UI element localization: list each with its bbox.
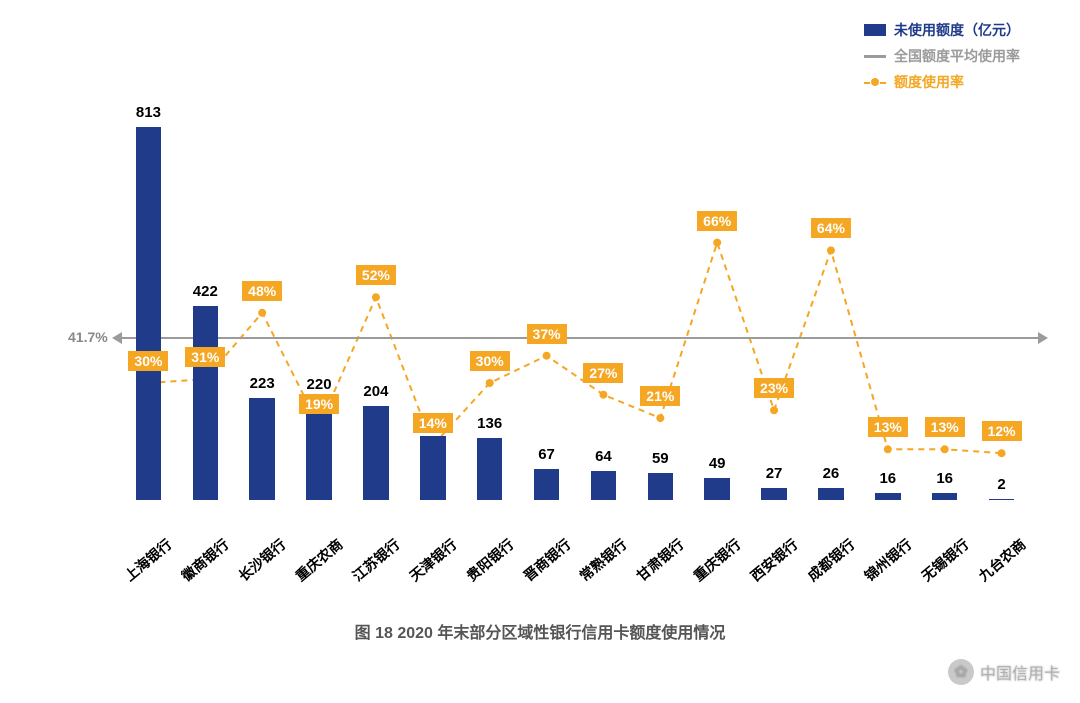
legend: 未使用额度（亿元） 全国额度平均使用率额度使用率	[864, 20, 1020, 98]
bar-value-label: 16	[936, 470, 953, 487]
usage-rate-marker	[884, 445, 892, 453]
bar	[989, 499, 1015, 500]
x-tick-label: 贵阳银行	[462, 534, 518, 585]
bar	[591, 471, 617, 500]
usage-rate-marker	[656, 414, 664, 422]
chart-container: 未使用额度（亿元） 全国额度平均使用率额度使用率 41.7%813上海银行422徽…	[60, 20, 1040, 580]
usage-rate-badge: 37%	[527, 324, 567, 344]
usage-rate-marker	[827, 246, 835, 254]
x-tick-label: 西安银行	[746, 534, 802, 585]
usage-rate-badge: 52%	[356, 265, 396, 285]
bar-value-label: 813	[136, 104, 161, 121]
legend-swatch	[864, 76, 886, 88]
avg-usage-label: 41.7%	[68, 329, 108, 345]
usage-rate-marker	[770, 406, 778, 414]
bar-value-label: 16	[879, 470, 896, 487]
bar-value-label: 26	[823, 465, 840, 482]
usage-rate-badge: 30%	[128, 351, 168, 371]
x-tick-label: 无锡银行	[917, 534, 973, 585]
usage-rate-marker	[543, 352, 551, 360]
legend-swatch	[864, 55, 886, 58]
x-tick-label: 江苏银行	[348, 534, 404, 585]
arrow-right-icon	[1038, 332, 1048, 344]
x-tick-label: 成都银行	[803, 534, 859, 585]
bar-value-label: 220	[307, 376, 332, 393]
watermark: ✿ 中国信用卡	[948, 659, 1060, 685]
avg-usage-line	[120, 337, 1040, 339]
bar-value-label: 136	[477, 415, 502, 432]
bar-value-label: 49	[709, 455, 726, 472]
bar-value-label: 64	[595, 448, 612, 465]
usage-rate-badge: 14%	[413, 413, 453, 433]
legend-item: 额度使用率	[864, 72, 1020, 92]
x-tick-label: 九台农商	[974, 534, 1030, 585]
bar	[363, 406, 389, 500]
bar-value-label: 204	[363, 383, 388, 400]
usage-rate-badge: 31%	[185, 347, 225, 367]
bar	[648, 473, 674, 500]
x-tick-label: 锦州银行	[860, 534, 916, 585]
bar	[306, 399, 332, 500]
bar	[818, 488, 844, 500]
bar	[761, 488, 787, 500]
arrow-left-icon	[112, 332, 122, 344]
usage-rate-badge: 64%	[811, 218, 851, 238]
bar	[875, 493, 901, 500]
legend-label: 全国额度平均使用率	[894, 46, 1020, 66]
usage-rate-badge: 66%	[697, 211, 737, 231]
bar	[249, 398, 275, 500]
x-tick-label: 天津银行	[405, 534, 461, 585]
usage-rate-marker	[258, 309, 266, 317]
x-tick-label: 上海银行	[121, 534, 177, 585]
x-tick-label: 常熟银行	[576, 534, 632, 585]
legend-item: 未使用额度（亿元）	[864, 20, 1020, 40]
chart-caption: 图 18 2020 年末部分区域性银行信用卡额度使用情况	[0, 619, 1080, 643]
usage-rate-marker	[941, 445, 949, 453]
usage-rate-badge: 27%	[583, 363, 623, 383]
legend-label: 额度使用率	[894, 72, 964, 92]
bar-value-label: 2	[997, 476, 1005, 493]
x-tick-label: 徽商银行	[177, 534, 233, 585]
usage-rate-marker	[998, 449, 1006, 457]
x-tick-label: 甘肃银行	[632, 534, 688, 585]
usage-rate-badge: 48%	[242, 281, 282, 301]
wechat-logo-icon: ✿	[948, 659, 974, 685]
plot-area: 41.7%813上海银行422徽商银行223长沙银行220重庆农商204江苏银行…	[120, 110, 1030, 500]
usage-rate-badge: 13%	[868, 417, 908, 437]
legend-label: 未使用额度（亿元）	[894, 20, 1020, 40]
usage-rate-marker	[713, 239, 721, 247]
bar-value-label: 67	[538, 446, 555, 463]
bar	[193, 306, 219, 500]
bar-value-label: 59	[652, 450, 669, 467]
bar	[420, 436, 446, 500]
bar	[477, 438, 503, 500]
usage-rate-badge: 23%	[754, 378, 794, 398]
usage-rate-badge: 12%	[982, 421, 1022, 441]
bar-value-label: 422	[193, 283, 218, 300]
bar	[704, 478, 730, 500]
bar-value-label: 223	[250, 375, 275, 392]
x-tick-label: 长沙银行	[234, 534, 290, 585]
usage-rate-badge: 19%	[299, 394, 339, 414]
legend-swatch	[864, 24, 886, 36]
bar	[534, 469, 560, 500]
legend-item: 全国额度平均使用率	[864, 46, 1020, 66]
usage-rate-badge: 30%	[470, 351, 510, 371]
watermark-text: 中国信用卡	[980, 660, 1060, 684]
bar-value-label: 27	[766, 465, 783, 482]
bar	[136, 127, 162, 500]
bar	[932, 493, 958, 500]
usage-rate-marker	[599, 391, 607, 399]
x-tick-label: 重庆银行	[689, 534, 745, 585]
usage-rate-marker	[372, 293, 380, 301]
usage-rate-badge: 13%	[925, 417, 965, 437]
usage-rate-marker	[486, 379, 494, 387]
usage-rate-badge: 21%	[640, 386, 680, 406]
x-tick-label: 重庆农商	[291, 534, 347, 585]
x-tick-label: 晋商银行	[519, 534, 575, 585]
